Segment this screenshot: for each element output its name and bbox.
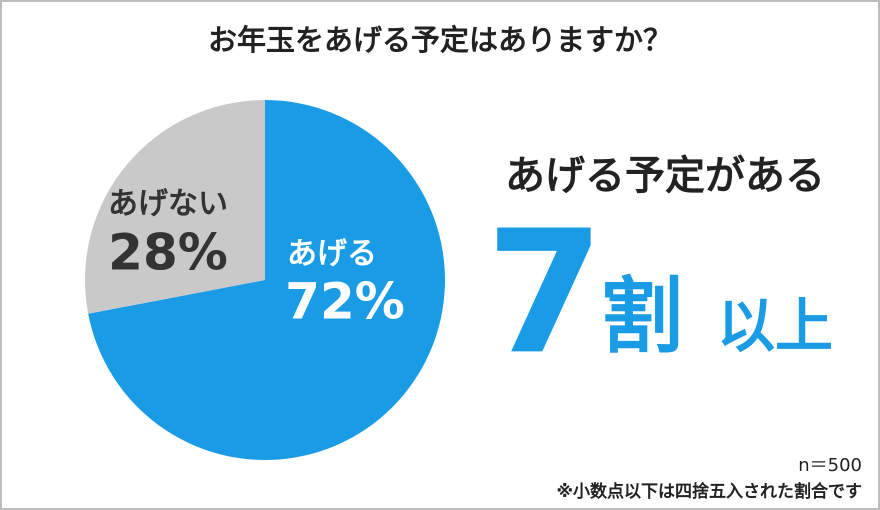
- big-suffix: 以上: [717, 292, 833, 360]
- slice-value: 72%: [285, 273, 405, 331]
- pie-slice: [84, 100, 265, 314]
- sample-size: n＝500: [798, 455, 862, 476]
- pie: [84, 100, 445, 460]
- pie-slice: [88, 100, 445, 460]
- footnote: ※小数点以下は四捨五入された割合です: [556, 481, 862, 502]
- slice-label: あげる: [287, 237, 377, 272]
- chart-title: お年玉をあげる予定はありますか？: [208, 23, 672, 57]
- headline: あげる予定がある: [505, 153, 825, 199]
- slice-label: あげない: [108, 187, 228, 222]
- big-unit: 割: [601, 269, 683, 364]
- slice-value: 28%: [108, 224, 228, 282]
- big-number: 7: [486, 194, 604, 392]
